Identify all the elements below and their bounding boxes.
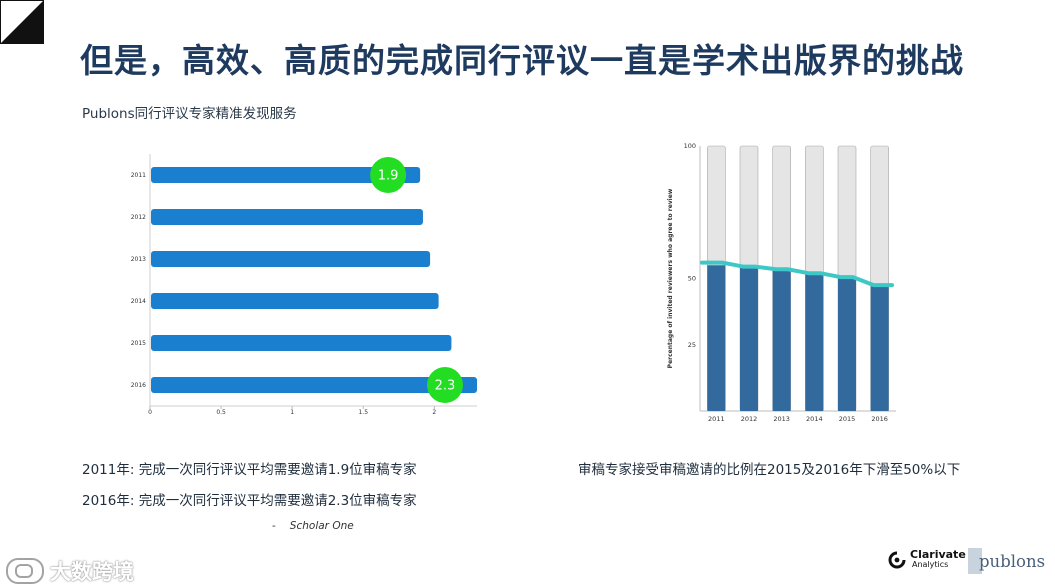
x-tick-label: 2012 [741,415,758,423]
x-tick-label: 2015 [839,415,856,423]
y-tick-label: 2011 [131,172,146,179]
y-tick-label: 50 [688,275,696,283]
publons-logo: publons [968,548,1045,574]
watermark-logo-icon [6,558,44,584]
x-tick-label: 2 [432,409,436,416]
acceptance-rate-chart: 25 50 100 Percentage of invited reviewers w… [667,142,896,423]
bar [151,209,423,225]
publons-wordmark: publons [979,552,1046,571]
x-tick-label: 1.5 [358,409,368,416]
x-tick-label: 1 [290,409,294,416]
y-tick-label: 2012 [131,214,146,221]
source-citation: - Scholar One [272,520,354,532]
y-tick-label: 2013 [131,256,146,263]
y-tick-label: 100 [684,142,696,150]
trend-line [700,260,894,288]
clarivate-mark-icon [888,551,906,569]
x-tick-label: 0 [148,409,152,416]
note-acceptance: 审稿专家接受审稿邀请的比例在2015及2016年下滑至50%以下 [578,462,961,478]
clarivate-name: Clarivate [910,548,966,561]
note-2016: 2016年: 完成一次同行评议平均需要邀请2.3位审稿专家 [82,493,417,509]
watermark: 大数跨境 [6,556,134,586]
note-2011: 2011年: 完成一次同行评议平均需要邀请1.9位审稿专家 [82,462,417,478]
bar [151,293,439,309]
y-tick-label: 2015 [131,340,146,347]
bar [805,273,824,411]
x-tick-label: 2016 [871,415,888,423]
y-axis-label: Percentage of invited reviewers who agre… [667,188,674,368]
bar [151,335,452,351]
publons-mark-icon [968,548,982,574]
source-dash: - [272,520,276,532]
value-badge-label: 2.3 [435,379,456,394]
bar [838,278,856,411]
bar [151,377,477,393]
bar [707,265,726,411]
corner-mark [0,0,44,44]
bar [740,267,758,411]
bar [151,251,431,267]
y-tick-label: 2014 [131,298,146,305]
section-subtitle: Publons同行评议专家精准发现服务 [82,106,297,122]
y-tick-label: 25 [688,341,696,349]
source-label: Scholar One [289,520,354,532]
watermark-text: 大数跨境 [50,560,134,584]
value-badge [427,367,463,403]
bar [772,270,791,411]
y-tick-label: 2016 [131,382,146,389]
page-title: 但是，高效、高质的完成同行评议一直是学术出版界的挑战 [80,41,964,80]
x-tick-label: 2014 [806,415,823,423]
x-tick-label: 2011 [708,415,725,423]
bar [151,167,421,183]
bar [870,286,889,411]
invites-per-review-chart: 0 0.5 1 1.5 2 2011 2012 2013 2014 2015 2016 1.9 2.3 [131,154,477,416]
clarivate-logo: Clarivate Analytics [888,548,966,570]
clarivate-sub: Analytics [912,560,949,569]
x-tick-label: 0.5 [216,409,226,416]
value-badge [370,157,407,193]
value-badge-label: 1.9 [378,169,399,184]
x-tick-label: 2013 [773,415,790,423]
